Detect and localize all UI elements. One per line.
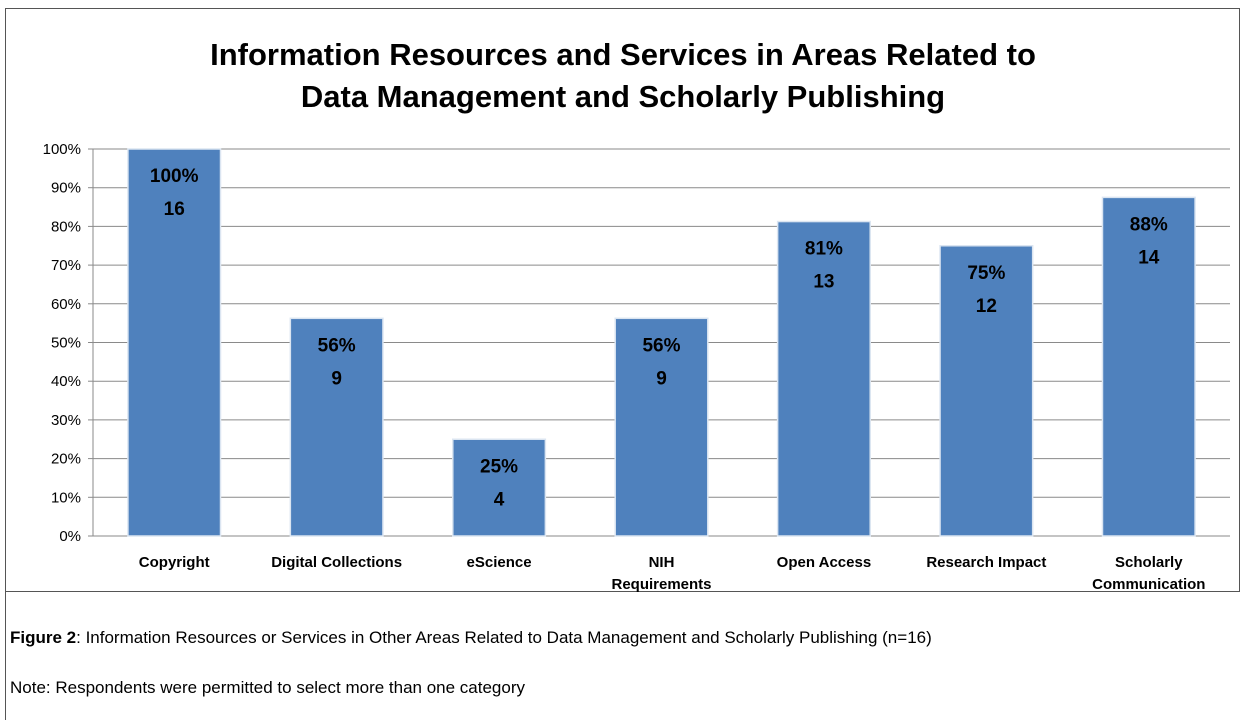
y-tick-label: 50% [51,335,81,352]
bar [452,438,547,537]
x-tick-label: Open Access [776,554,872,571]
bar [1101,196,1196,537]
count-label: 14 [1138,247,1160,268]
chart-box [5,8,1240,592]
value-label: 56% [642,335,680,356]
y-tick-label: 40% [51,373,81,390]
x-tick-label: Scholarly Communication [1092,554,1206,593]
y-tick-label: 10% [51,489,81,506]
y-tick-label: 70% [51,257,81,274]
value-label: 81% [805,239,843,260]
figure-label: Figure 2 [10,628,77,647]
x-tick-label: eScience [466,554,532,571]
bar [127,148,222,537]
count-label: 9 [656,368,667,389]
value-label: 88% [1130,214,1168,235]
chart-title: Information Resources and Services in Ar… [210,37,1036,114]
value-label: 75% [967,263,1005,284]
x-tick-label: Research Impact [926,554,1047,571]
y-tick-label: 30% [51,412,81,429]
y-tick-label: 90% [51,180,81,197]
y-tick-label: 20% [51,451,81,468]
x-tick-label: Copyright [138,554,210,571]
caption-note: Note: Respondents were permitted to sele… [10,678,526,697]
y-tick-label: 80% [51,218,81,235]
caption: Figure 2: Information Resources or Servi… [10,626,1160,650]
value-label: 56% [318,335,356,356]
x-tick-label: Digital Collections [271,554,403,571]
bar [614,317,709,537]
caption-text: : Information Resources or Services in O… [76,628,932,647]
bar [776,220,871,537]
count-label: 12 [976,296,997,317]
value-label: 100% [150,166,199,187]
bar [289,317,384,537]
value-label: 25% [480,456,518,477]
x-tick-label: NIH Requirements [611,554,712,593]
count-label: 9 [331,368,342,389]
bar [939,245,1034,537]
count-label: 13 [813,272,834,293]
count-label: 4 [494,489,505,510]
count-label: 16 [164,199,185,220]
chart: 0% 10% 20% 30% 40% 50% 60% 70% 80% 90% 100% 100% 16 5… [43,141,1230,545]
y-tick-label: 100% [43,141,81,158]
y-tick-label: 0% [59,528,81,545]
y-tick-label: 60% [51,296,81,313]
